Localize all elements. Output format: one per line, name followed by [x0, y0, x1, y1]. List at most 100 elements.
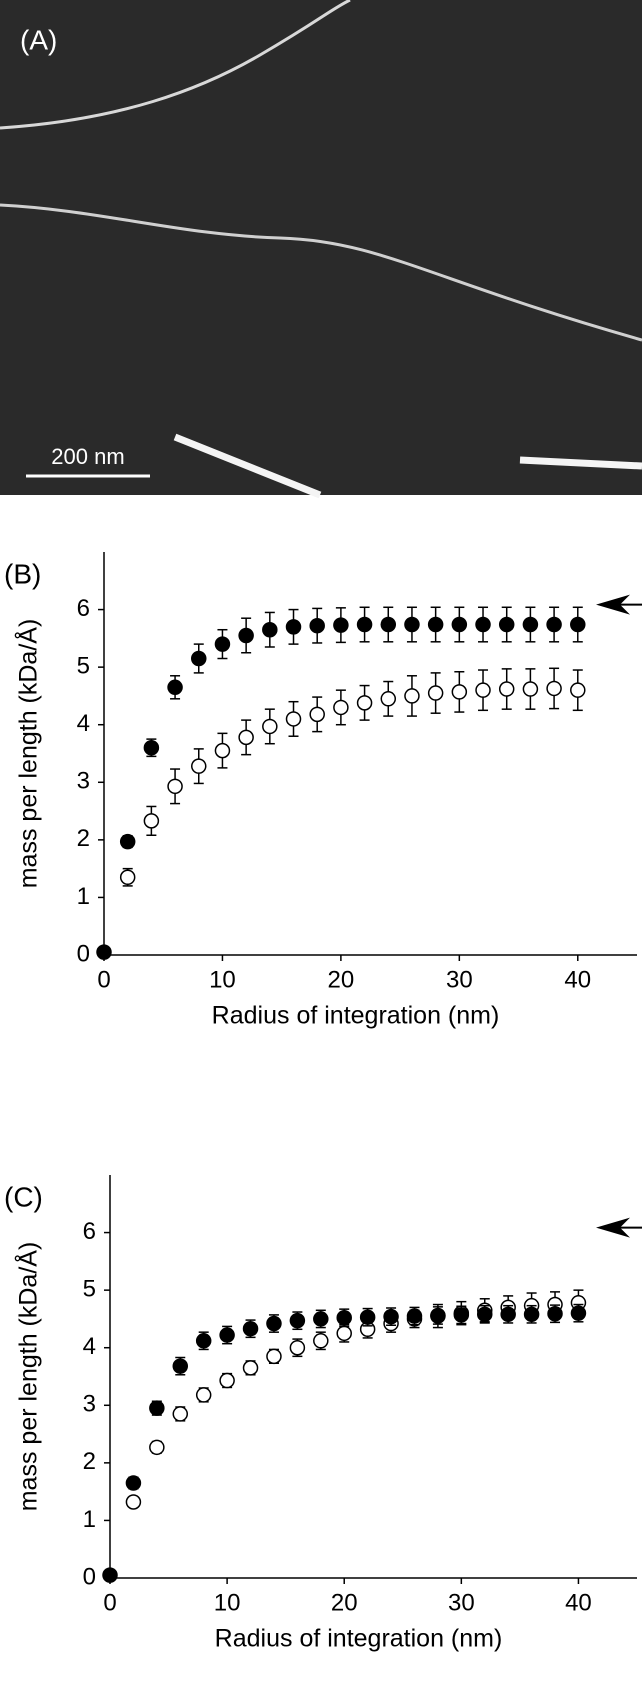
marker — [262, 621, 278, 638]
x-tick-label: 10 — [214, 1589, 241, 1616]
x-tick-label: 20 — [328, 966, 355, 993]
marker — [333, 617, 349, 633]
marker — [96, 944, 112, 960]
y-tick-label: 3 — [83, 1391, 96, 1418]
marker — [219, 1327, 235, 1343]
marker — [336, 1310, 352, 1326]
marker — [380, 616, 397, 633]
marker — [102, 1567, 118, 1583]
marker — [546, 616, 562, 633]
y-tick-label: 4 — [77, 710, 90, 737]
marker — [143, 739, 160, 756]
marker — [498, 616, 515, 633]
marker — [266, 1315, 282, 1332]
marker — [266, 1348, 282, 1365]
marker — [191, 758, 207, 774]
marker — [262, 718, 278, 735]
marker — [500, 1306, 516, 1323]
y-tick-label: 4 — [83, 1333, 96, 1360]
marker — [143, 813, 160, 829]
panel-label: (A) — [20, 24, 57, 55]
x-axis-label: Radius of integration (nm) — [212, 1002, 500, 1030]
y-tick-label: 1 — [83, 1506, 96, 1533]
x-tick-label: 10 — [209, 966, 236, 993]
marker — [289, 1312, 306, 1329]
panel-label: (C) — [4, 1181, 43, 1212]
y-axis-label: mass per length (kDa/Å) — [13, 1242, 43, 1512]
marker — [125, 1494, 142, 1510]
x-tick-label: 20 — [331, 1589, 358, 1616]
marker — [523, 1306, 540, 1323]
y-tick-label: 5 — [77, 652, 90, 679]
marker — [119, 869, 136, 886]
marker — [570, 682, 586, 698]
y-tick-label: 6 — [77, 595, 90, 622]
marker — [570, 616, 586, 633]
marker — [289, 1339, 306, 1356]
marker — [313, 1311, 329, 1327]
y-tick-label: 2 — [83, 1448, 96, 1475]
y-tick-label: 3 — [77, 768, 90, 795]
x-tick-label: 30 — [446, 966, 473, 993]
marker — [333, 699, 349, 716]
fiber-bright — [519, 456, 642, 470]
marker — [430, 1307, 446, 1324]
micrograph: (A) 200 nm — [0, 0, 642, 499]
marker — [195, 1387, 212, 1403]
marker — [285, 619, 302, 635]
x-tick-label: 40 — [565, 1589, 592, 1616]
y-tick-label: 0 — [77, 940, 90, 967]
y-tick-label: 2 — [77, 825, 90, 852]
marker — [167, 778, 183, 795]
marker — [498, 681, 515, 697]
marker — [380, 691, 397, 707]
marker — [453, 1307, 470, 1323]
micrograph-background — [0, 0, 642, 495]
fiber — [0, 203, 642, 342]
y-tick-label: 6 — [83, 1218, 96, 1245]
y-tick-label: 0 — [83, 1563, 96, 1590]
marker — [214, 742, 231, 759]
marker — [172, 1406, 189, 1422]
marker — [214, 636, 231, 652]
marker — [167, 679, 183, 696]
marker — [570, 1305, 587, 1321]
marker — [427, 616, 444, 633]
marker — [359, 1309, 376, 1325]
marker — [404, 688, 420, 704]
marker — [313, 1333, 329, 1349]
marker — [149, 1439, 165, 1456]
x-tick-label: 0 — [103, 1589, 116, 1616]
marker — [149, 1400, 165, 1416]
panel-label: (B) — [4, 558, 41, 589]
marker — [356, 616, 373, 633]
marker — [477, 1306, 493, 1323]
marker — [406, 1308, 423, 1324]
y-axis-label: mass per length (kDa/Å) — [13, 619, 43, 889]
marker — [427, 685, 444, 701]
fiber — [0, 0, 351, 130]
marker — [191, 650, 207, 667]
y-tick-label: 5 — [83, 1275, 96, 1302]
marker — [242, 1320, 259, 1337]
marker — [242, 1360, 259, 1376]
marker — [309, 706, 325, 723]
x-tick-label: 30 — [448, 1589, 475, 1616]
marker — [522, 681, 539, 697]
marker — [356, 695, 373, 711]
marker — [475, 616, 491, 633]
marker — [383, 1308, 399, 1325]
marker — [285, 711, 302, 727]
marker — [336, 1325, 352, 1342]
x-tick-label: 40 — [564, 966, 591, 993]
x-tick-label: 0 — [97, 966, 110, 993]
marker — [475, 682, 491, 698]
marker — [451, 616, 468, 633]
y-tick-label: 1 — [77, 883, 90, 910]
marker — [522, 616, 539, 633]
marker — [404, 616, 420, 633]
marker — [546, 680, 562, 697]
marker — [451, 684, 468, 700]
marker — [172, 1358, 189, 1374]
